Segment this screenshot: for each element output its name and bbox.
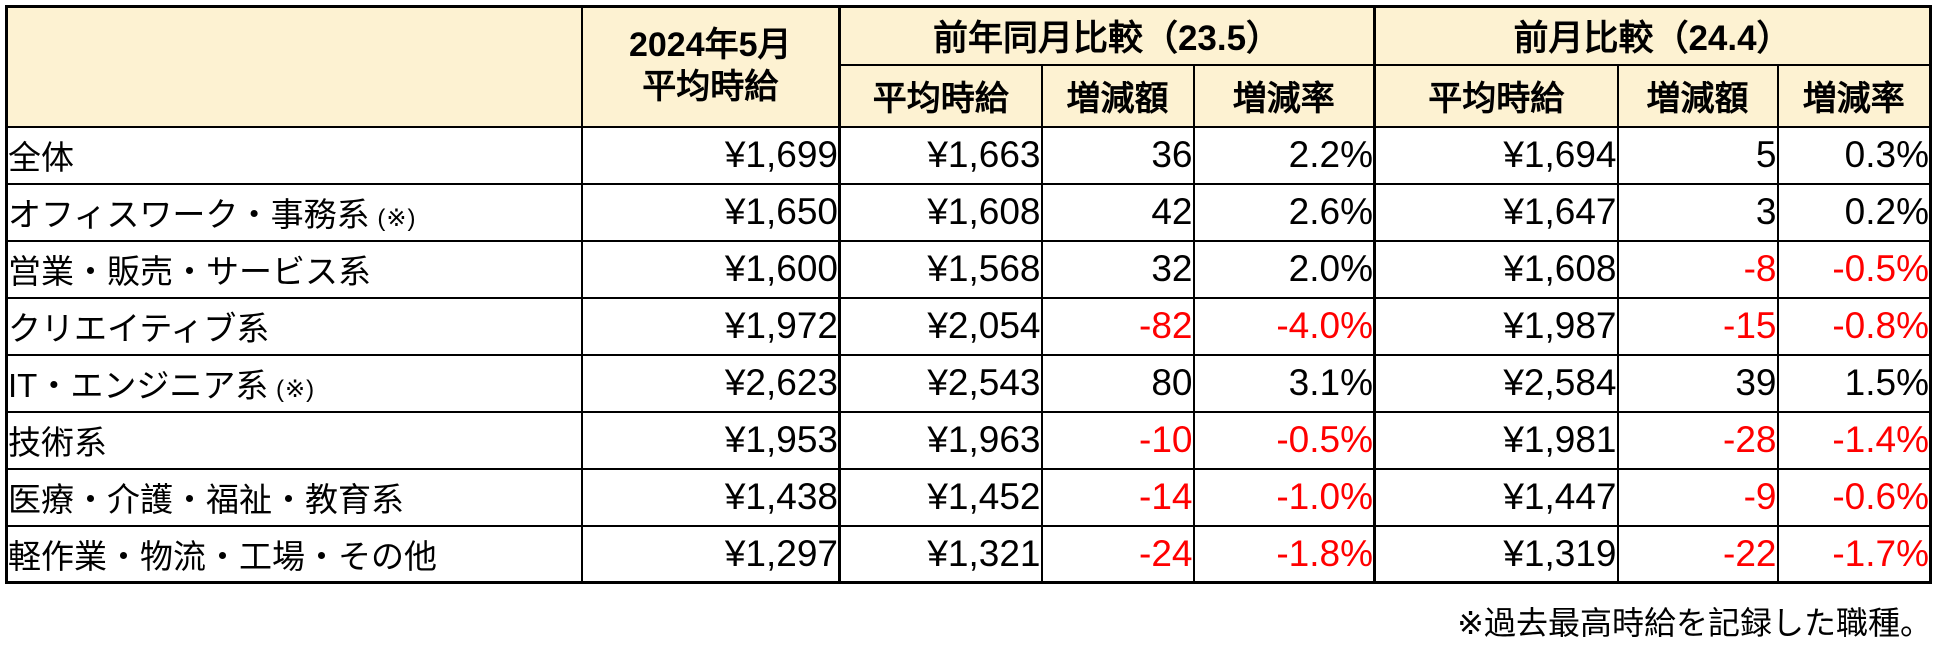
table-row: 全体 ¥1,699 ¥1,663 36 2.2% ¥1,694 5 0.3% [5,125,1932,185]
header-group-mom: 前月比較（24.4） [1373,5,1932,66]
yoy-rate-cell: -1.0% [1192,467,1376,527]
category-label: 軽作業・物流・工場・その他 [8,537,438,575]
yoy-rate-cell: -1.8% [1192,524,1376,584]
mom-rate-cell: 1.5% [1776,353,1932,413]
header-month-line2: 平均時給 [642,67,779,106]
yoy-rate-cell: 2.6% [1192,182,1376,242]
header-mom-avg: 平均時給 [1373,63,1619,128]
category-cell: IT・エンジニア系 (※) [5,353,583,413]
table-row: IT・エンジニア系 (※) ¥2,623 ¥2,543 80 3.1% ¥2,5… [5,353,1932,413]
mom-diff-cell: 3 [1616,182,1779,242]
mom-diff-cell: 5 [1616,125,1779,185]
category-cell: クリエイティブ系 [5,296,583,356]
yoy-diff-cell: 42 [1040,182,1195,242]
mom-avg-cell: ¥1,987 [1373,296,1619,356]
table-row: 軽作業・物流・工場・その他 ¥1,297 ¥1,321 -24 -1.8% ¥1… [5,524,1932,584]
header-mom-rate: 増減率 [1776,63,1932,128]
yoy-diff-cell: -14 [1040,467,1195,527]
category-label: IT・エンジニア系 [8,367,269,404]
may-avg-cell: ¥1,438 [580,467,841,527]
may-avg-cell: ¥1,600 [580,239,841,299]
mom-diff-cell: -15 [1616,296,1779,356]
mom-rate-cell: -0.5% [1776,239,1932,299]
category-cell: オフィスワーク・事務系 (※) [5,182,583,242]
category-cell: 軽作業・物流・工場・その他 [5,524,583,584]
header-month-line1: 2024年5月 [628,26,792,65]
yoy-avg-cell: ¥1,608 [838,182,1043,242]
may-avg-cell: ¥1,953 [580,410,841,470]
mom-avg-cell: ¥1,447 [1373,467,1619,527]
footnote: ※過去最高時給を記録した職種。 [1457,605,1932,641]
may-avg-cell: ¥1,297 [580,524,841,584]
mom-avg-cell: ¥1,981 [1373,410,1619,470]
header-yoy-rate: 増減率 [1192,63,1376,128]
yoy-avg-cell: ¥2,054 [838,296,1043,356]
yoy-rate-cell: 3.1% [1192,353,1376,413]
mom-rate-cell: -1.7% [1776,524,1932,584]
mom-rate-cell: 0.3% [1776,125,1932,185]
yoy-rate-cell: 2.0% [1192,239,1376,299]
mom-avg-cell: ¥1,694 [1373,125,1619,185]
table-body: 全体 ¥1,699 ¥1,663 36 2.2% ¥1,694 5 0.3% オ… [5,125,1932,584]
mom-rate-cell: -1.4% [1776,410,1932,470]
mom-diff-cell: -28 [1616,410,1779,470]
table-row: オフィスワーク・事務系 (※) ¥1,650 ¥1,608 42 2.6% ¥1… [5,182,1932,242]
mom-rate-cell: -0.8% [1776,296,1932,356]
category-cell: 営業・販売・サービス系 [5,239,583,299]
header-mom-diff: 増減額 [1616,63,1779,128]
table-row: 技術系 ¥1,953 ¥1,963 -10 -0.5% ¥1,981 -28 -… [5,410,1932,470]
may-avg-cell: ¥1,972 [580,296,841,356]
may-avg-cell: ¥1,699 [580,125,841,185]
mom-avg-cell: ¥1,647 [1373,182,1619,242]
yoy-rate-cell: -4.0% [1192,296,1376,356]
yoy-avg-cell: ¥1,663 [838,125,1043,185]
mom-diff-cell: -8 [1616,239,1779,299]
category-label: 技術系 [8,424,108,461]
category-cell: 全体 [5,125,583,185]
header-month-avg: 2024年5月 平均時給 [580,5,841,128]
yoy-avg-cell: ¥2,543 [838,353,1043,413]
header-yoy-avg: 平均時給 [838,63,1043,128]
yoy-diff-cell: 80 [1040,353,1195,413]
yoy-rate-cell: 2.2% [1192,125,1376,185]
category-label: オフィスワーク・事務系 [8,196,370,233]
category-label: 医療・介護・福祉・教育系 [8,481,405,518]
may-avg-cell: ¥1,650 [580,182,841,242]
may-avg-cell: ¥2,623 [580,353,841,413]
table-row: 営業・販売・サービス系 ¥1,600 ¥1,568 32 2.0% ¥1,608… [5,239,1932,299]
category-cell: 技術系 [5,410,583,470]
table-row: クリエイティブ系 ¥1,972 ¥2,054 -82 -4.0% ¥1,987 … [5,296,1932,356]
category-label: クリエイティブ系 [8,310,270,347]
mom-rate-cell: 0.2% [1776,182,1932,242]
corner-cell [5,5,583,128]
wage-table: 2024年5月 平均時給 前年同月比較（23.5） 前月比較（24.4） 平均時… [5,5,1932,584]
header-group-yoy: 前年同月比較（23.5） [838,5,1376,66]
yoy-diff-cell: 32 [1040,239,1195,299]
category-note: (※) [369,205,417,232]
mom-avg-cell: ¥1,608 [1373,239,1619,299]
yoy-diff-cell: -24 [1040,524,1195,584]
header-yoy-diff: 増減額 [1040,63,1195,128]
yoy-avg-cell: ¥1,568 [838,239,1043,299]
category-label: 全体 [8,139,75,176]
mom-avg-cell: ¥2,584 [1373,353,1619,413]
category-label: 営業・販売・サービス系 [8,253,372,290]
mom-diff-cell: 39 [1616,353,1779,413]
yoy-avg-cell: ¥1,963 [838,410,1043,470]
category-cell: 医療・介護・福祉・教育系 [5,467,583,527]
mom-avg-cell: ¥1,319 [1373,524,1619,584]
yoy-avg-cell: ¥1,452 [838,467,1043,527]
mom-diff-cell: -9 [1616,467,1779,527]
mom-rate-cell: -0.6% [1776,467,1932,527]
yoy-diff-cell: -82 [1040,296,1195,356]
yoy-rate-cell: -0.5% [1192,410,1376,470]
mom-diff-cell: -22 [1616,524,1779,584]
yoy-diff-cell: 36 [1040,125,1195,185]
yoy-avg-cell: ¥1,321 [838,524,1043,584]
table-row: 医療・介護・福祉・教育系 ¥1,438 ¥1,452 -14 -1.0% ¥1,… [5,467,1932,527]
yoy-diff-cell: -10 [1040,410,1195,470]
category-note: (※) [268,376,316,403]
